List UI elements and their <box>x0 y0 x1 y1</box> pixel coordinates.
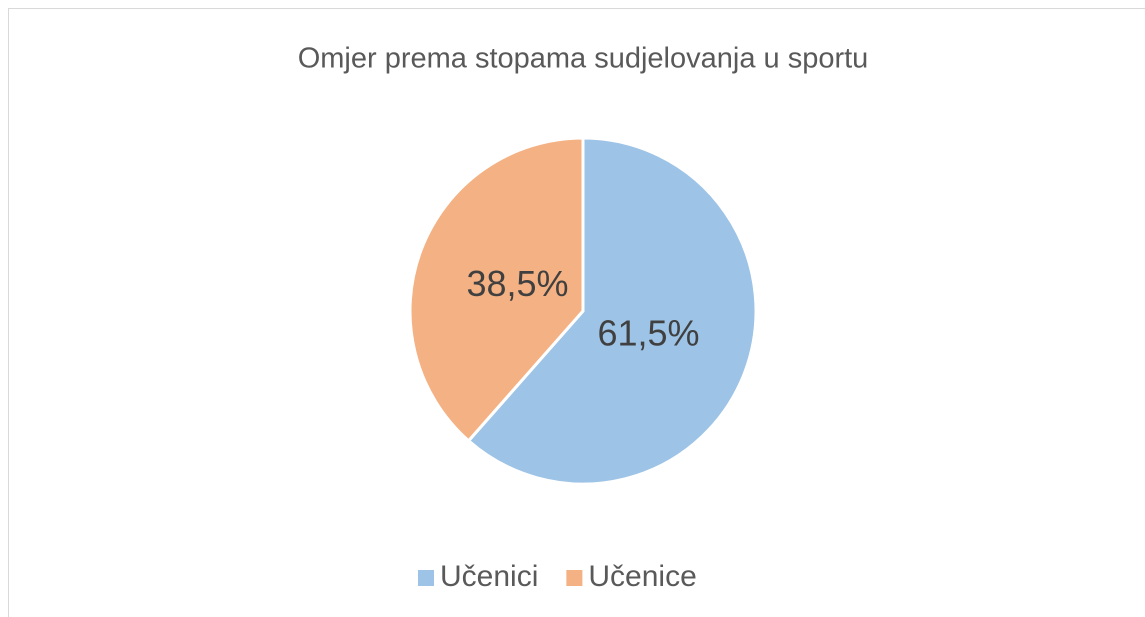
legend-swatch <box>418 570 434 586</box>
legend-swatch <box>566 570 583 586</box>
pie-slice <box>466 136 758 486</box>
chart-title: Omjer prema stopama sudjelovanja u sport… <box>298 43 869 75</box>
legend-label: Učenice <box>588 560 696 593</box>
pie-slice <box>408 136 585 443</box>
data-label: 61,5% <box>597 312 699 353</box>
legend-label: Učenici <box>440 560 538 593</box>
data-label: 38,5% <box>466 263 568 304</box>
